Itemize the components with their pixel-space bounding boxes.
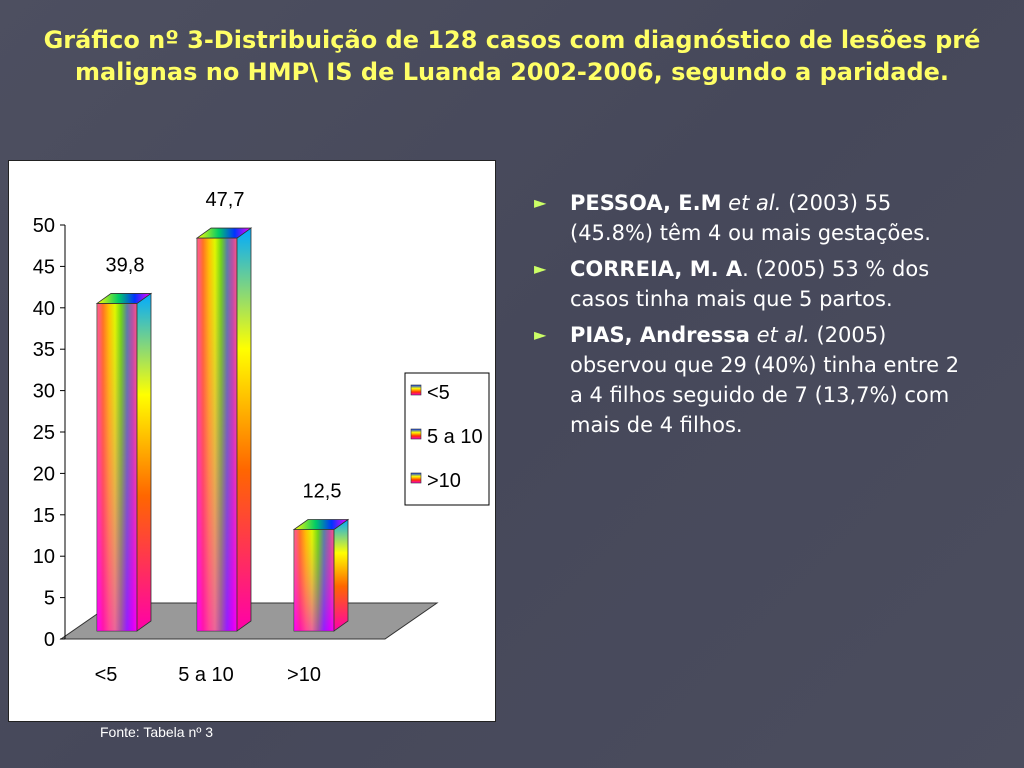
bar-top [292, 519, 350, 530]
bar-side [333, 518, 349, 632]
bullet-arrow-icon: ► [534, 259, 547, 278]
y-tick-label: 35 [33, 339, 55, 361]
legend-swatch [410, 428, 422, 440]
x-tick-label: 5 a 10 [178, 664, 234, 686]
legend-label: <5 [427, 382, 450, 404]
bar-top [195, 227, 253, 239]
x-axis-labels: <5 5 a 10 >10 [95, 664, 321, 686]
y-tick-label: 25 [33, 422, 55, 444]
y-axis: 0 5 10 15 20 25 30 35 40 45 50 [33, 215, 66, 651]
y-tick-label: 50 [33, 215, 55, 237]
bar-side [136, 292, 152, 632]
reference-author: CORREIA, M. A [570, 257, 743, 281]
references-list: ► PESSOA, E.M et al. (2003) 55 (45.8%) t… [530, 188, 970, 446]
bar-shade [97, 303, 137, 631]
x-tick-label: <5 [95, 664, 118, 686]
y-tick-label: 20 [33, 463, 55, 485]
slide-title: Gráfico nº 3-Distribuição de 128 casos c… [43, 26, 981, 86]
legend-swatch [410, 472, 422, 484]
bar-value-label: 12,5 [303, 481, 342, 503]
bar-chart: 0 5 10 15 20 25 30 35 40 45 50 39,8 47,7 12,5 <5 5 a … [33, 189, 490, 686]
reference-item: ► CORREIA, M. A. (2005) 53 % dos casos t… [530, 254, 970, 314]
legend-swatch [410, 384, 422, 396]
reference-text: (2005) observou que 29 (40%) tinha entre… [570, 323, 960, 437]
reference-item: ► PIAS, Andressa et al. (2005) observou … [530, 320, 970, 440]
y-tick-label: 45 [33, 256, 55, 278]
reference-item: ► PESSOA, E.M et al. (2003) 55 (45.8%) t… [530, 188, 970, 248]
source-note: Fonte: Tabela nº 3 [100, 724, 214, 740]
bar-group: 47,7 [195, 189, 253, 632]
reference-author: PESSOA, E.M [570, 191, 722, 215]
y-tick-label: 10 [33, 546, 55, 568]
bullet-arrow-icon: ► [534, 325, 547, 344]
x-tick-label: >10 [287, 664, 321, 686]
y-tick-label: 5 [44, 588, 55, 610]
legend-label: >10 [427, 470, 461, 492]
reference-text: (2003) 55 (45.8%) têm 4 ou mais gestaçõe… [570, 191, 931, 245]
legend: <5 5 a 10 >10 [404, 372, 490, 506]
chart-panel: 0 5 10 15 20 25 30 35 40 45 50 39,8 47,7 12,5 <5 5 a … [8, 160, 496, 722]
bar-shade [197, 238, 237, 631]
bar-side [236, 227, 252, 632]
bar-value-label: 39,8 [106, 254, 145, 276]
bars: 39,8 47,7 12,5 [95, 189, 350, 632]
reference-author: PIAS, Andressa [570, 323, 750, 347]
legend-label: 5 a 10 [427, 426, 483, 448]
bar-group: 39,8 [95, 254, 153, 632]
bar-value-label: 47,7 [206, 189, 245, 211]
y-tick-label: 0 [44, 629, 55, 651]
reference-text: . (2005) 53 % dos casos tinha mais que 5… [570, 257, 930, 311]
reference-etal: et al. [728, 191, 782, 215]
reference-etal: et al. [756, 323, 810, 347]
bar-top [95, 293, 153, 304]
bar-shade [294, 529, 334, 631]
y-tick-label: 15 [33, 505, 55, 527]
y-tick-label: 40 [33, 298, 55, 320]
bullet-arrow-icon: ► [534, 193, 547, 212]
bar-group: 12,5 [292, 481, 350, 632]
y-tick-label: 30 [33, 381, 55, 403]
